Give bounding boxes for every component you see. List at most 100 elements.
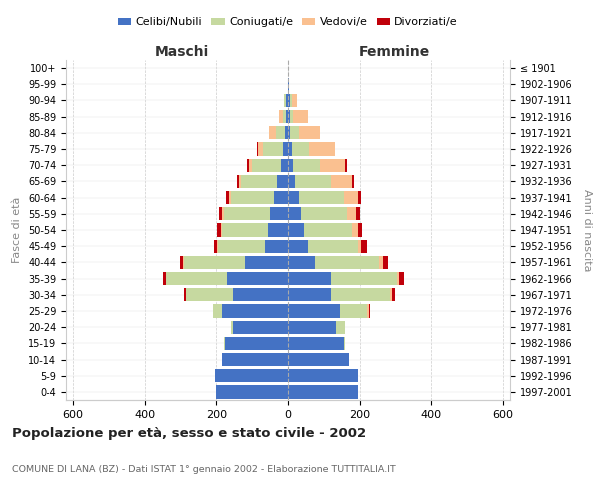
Bar [277, 175, 288, 188]
Bar [215, 369, 288, 382]
Bar [217, 386, 288, 398]
Bar [320, 158, 345, 172]
Text: Popolazione per età, sesso e stato civile - 2002: Popolazione per età, sesso e stato civil… [12, 428, 366, 440]
Bar [186, 288, 233, 302]
Bar [331, 272, 397, 285]
Bar [288, 353, 349, 366]
Bar [315, 256, 379, 269]
Bar [343, 336, 345, 350]
Bar [358, 224, 362, 236]
Bar [292, 142, 310, 156]
Bar [217, 224, 221, 236]
Bar [290, 110, 293, 124]
Bar [301, 207, 347, 220]
Bar [166, 272, 227, 285]
Legend: Celibi/Nubili, Coniugati/e, Vedovi/e, Divorziati/e: Celibi/Nubili, Coniugati/e, Vedovi/e, Di… [113, 13, 463, 32]
Bar [288, 207, 301, 220]
Bar [356, 207, 361, 220]
Bar [368, 304, 370, 318]
Bar [299, 126, 320, 140]
Bar [292, 94, 297, 107]
Bar [392, 288, 395, 302]
Bar [257, 142, 263, 156]
Bar [367, 304, 368, 318]
Text: COMUNE DI LANA (BZ) - Dati ISTAT 1° gennaio 2002 - Elaborazione TUTTITALIA.IT: COMUNE DI LANA (BZ) - Dati ISTAT 1° genn… [12, 466, 396, 474]
Bar [288, 320, 337, 334]
Bar [390, 288, 392, 302]
Bar [226, 191, 229, 204]
Bar [252, 158, 281, 172]
Text: Femmine: Femmine [359, 45, 430, 59]
Bar [268, 224, 288, 236]
Bar [288, 126, 290, 140]
Text: Maschi: Maschi [154, 45, 209, 59]
Bar [284, 94, 286, 107]
Bar [288, 336, 343, 350]
Bar [231, 320, 233, 334]
Bar [233, 288, 288, 302]
Bar [213, 304, 222, 318]
Bar [397, 272, 399, 285]
Bar [263, 142, 283, 156]
Bar [345, 158, 347, 172]
Bar [270, 207, 288, 220]
Bar [331, 288, 390, 302]
Bar [286, 94, 288, 107]
Bar [295, 175, 331, 188]
Bar [222, 224, 268, 236]
Bar [288, 175, 295, 188]
Bar [227, 272, 288, 285]
Bar [224, 336, 226, 350]
Bar [276, 126, 285, 140]
Bar [269, 126, 276, 140]
Bar [245, 256, 288, 269]
Bar [286, 110, 288, 124]
Bar [229, 191, 231, 204]
Bar [304, 224, 352, 236]
Bar [288, 304, 340, 318]
Bar [241, 175, 277, 188]
Bar [361, 240, 367, 253]
Bar [340, 304, 367, 318]
Bar [217, 240, 218, 253]
Bar [223, 207, 224, 220]
Bar [285, 126, 288, 140]
Bar [288, 288, 331, 302]
Bar [337, 320, 345, 334]
Bar [288, 142, 292, 156]
Bar [283, 142, 288, 156]
Bar [163, 272, 166, 285]
Bar [290, 126, 299, 140]
Bar [288, 191, 299, 204]
Bar [180, 256, 184, 269]
Bar [288, 256, 315, 269]
Bar [383, 256, 388, 269]
Bar [288, 110, 290, 124]
Bar [331, 175, 352, 188]
Bar [288, 272, 331, 285]
Bar [237, 175, 239, 188]
Bar [288, 369, 358, 382]
Bar [274, 191, 288, 204]
Bar [231, 191, 274, 204]
Bar [358, 240, 361, 253]
Bar [288, 224, 304, 236]
Bar [247, 158, 248, 172]
Bar [288, 78, 289, 91]
Y-axis label: Fasce di età: Fasce di età [13, 197, 22, 263]
Bar [399, 272, 404, 285]
Bar [358, 191, 361, 204]
Bar [265, 240, 288, 253]
Bar [288, 386, 358, 398]
Bar [299, 191, 343, 204]
Bar [352, 224, 358, 236]
Bar [233, 320, 288, 334]
Bar [343, 191, 358, 204]
Bar [293, 158, 320, 172]
Bar [379, 256, 383, 269]
Bar [290, 94, 292, 107]
Bar [308, 240, 358, 253]
Bar [184, 256, 245, 269]
Bar [222, 304, 288, 318]
Bar [283, 110, 286, 124]
